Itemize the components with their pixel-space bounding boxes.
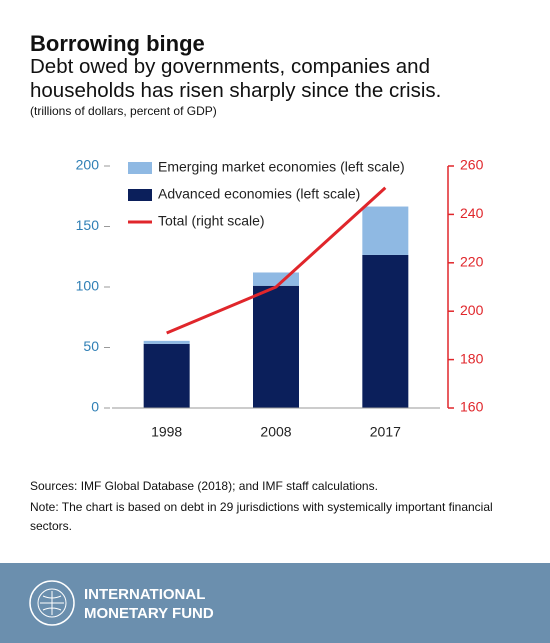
y-tick-label: 200 — [76, 157, 100, 173]
legend-label: Emerging market economies (left scale) — [158, 159, 405, 175]
y2-tick-label: 160 — [460, 399, 484, 415]
bar — [143, 343, 190, 408]
sources: Sources: IMF Global Database (2018); and… — [30, 479, 378, 493]
note: Note: The chart is based on debt in 29 j… — [30, 500, 493, 533]
chart-title: Borrowing binge — [30, 31, 205, 56]
y-tick-label: 150 — [76, 217, 100, 233]
legend-swatch — [128, 189, 152, 201]
legend-label: Total (right scale) — [158, 213, 265, 229]
unit-note: (trillions of dollars, percent of GDP) — [30, 104, 217, 118]
footer-line: MONETARY FUND — [84, 605, 214, 622]
y2-tick-label: 260 — [460, 157, 484, 173]
legend-swatch — [128, 162, 152, 174]
footer-band — [0, 563, 550, 643]
y-tick-label: 50 — [83, 338, 99, 354]
y2-tick-label: 240 — [460, 205, 484, 221]
x-tick-label: 2017 — [370, 424, 401, 440]
line-series — [166, 186, 387, 335]
bar — [253, 272, 299, 286]
footer-line: INTERNATIONAL — [84, 586, 205, 603]
legend-label: Advanced economies (left scale) — [158, 186, 360, 202]
y2-tick-label: 200 — [460, 302, 484, 318]
y2-tick-label: 180 — [460, 350, 484, 366]
y-tick-label: 100 — [76, 278, 100, 294]
bar — [362, 254, 409, 408]
y-tick-label: 0 — [91, 399, 99, 415]
y2-tick-label: 220 — [460, 254, 484, 270]
x-tick-label: 2008 — [260, 424, 291, 440]
bar — [362, 206, 409, 255]
chart-subtitle: Debt owed by governments, companies and … — [30, 55, 442, 102]
imf-logo — [29, 580, 75, 626]
bar — [143, 340, 190, 344]
bar — [253, 285, 299, 408]
x-tick-label: 1998 — [151, 424, 182, 440]
